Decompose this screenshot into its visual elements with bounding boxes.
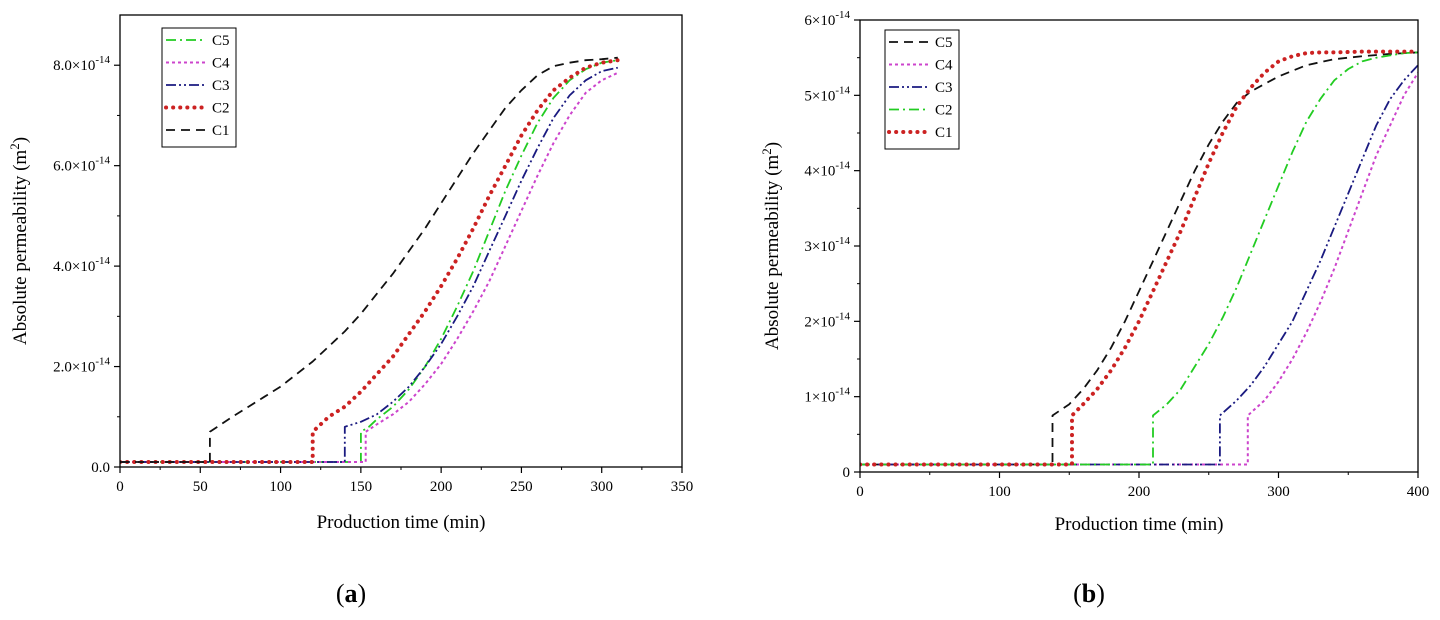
y-axis-title-text: ) [762,142,783,148]
legend: C5 C4 C3 C2 C1 [884,29,960,150]
legend-label-C4: C4 [935,58,953,74]
x-tick-label: 100 [269,479,292,495]
y-axis-title-superscript: 2 [759,148,774,155]
y-tick-label: 6×10-14 [804,9,850,29]
y-axis-title-text: ) [10,137,31,143]
x-tick-label: 350 [671,479,694,495]
panel-label-letter: a [345,579,358,608]
series-line-C5 [120,59,618,463]
x-tick-label: 200 [1128,484,1151,500]
series-line-C2 [860,51,1418,466]
y-tick-label: 8.0×10-14 [53,54,110,74]
y-tick-label: 3×10-14 [804,235,850,255]
y-tick-mantissa: 1×10 [804,390,835,406]
y-tick-mantissa: 4.0×10 [53,259,95,275]
y-tick-mantissa: 0 [843,465,851,481]
x-tick-label: 0 [116,479,124,495]
legend: C5 C4 C3 C2 C1 [161,27,237,148]
x-tick-label: 300 [590,479,613,495]
y-tick-mantissa: 2.0×10 [53,360,95,376]
y-tick-exponent: -14 [835,9,850,21]
panel-label: (b) [1073,579,1105,608]
panel-label-letter: b [1082,579,1096,608]
y-tick-mantissa: 5×10 [804,88,835,104]
legend-label-C3: C3 [212,78,230,94]
x-tick-label: 50 [193,479,208,495]
y-tick-label: 0 [843,465,851,481]
x-tick-label: 100 [988,484,1011,500]
y-tick-mantissa: 2×10 [804,314,835,330]
y-tick-exponent: -14 [835,310,850,322]
y-tick-label: 6.0×10-14 [53,155,110,175]
y-axis-title-superscript: 2 [7,143,22,150]
series-line-C3 [120,66,618,463]
y-axis-title: Absolute permeability (m2) [7,137,31,345]
series-group [120,56,620,464]
x-tick-label: 200 [430,479,453,495]
series-line-C3 [860,64,1418,466]
legend-label-C2: C2 [935,103,953,119]
y-tick-mantissa: 6×10 [804,13,835,29]
panel-label: (a) [336,579,366,608]
y-tick-mantissa: 6.0×10 [53,159,95,175]
x-axis-title: Production time (min) [317,512,486,533]
legend-label-C2: C2 [212,101,230,117]
x-tick-label: 0 [856,484,864,500]
series-line-C1 [860,49,1418,467]
y-tick-mantissa: 8.0×10 [53,58,95,74]
legend-box [161,27,237,148]
panel-label-paren: ) [358,579,367,608]
legend-label-C1: C1 [212,123,230,139]
chart-panel-a: 0 50 100 150 200 250 300 3500.02.0×10-144.0×10-… [7,14,694,608]
panel-label-paren: ( [336,579,345,608]
x-axis-title: Production time (min) [1055,514,1224,535]
panel-label-paren: ) [1096,579,1105,608]
x-tick-label: 150 [350,479,373,495]
y-tick-mantissa: 0.0 [91,460,110,476]
y-tick-label: 2×10-14 [804,310,850,330]
y-tick-mantissa: 3×10 [804,239,835,255]
legend-label-C4: C4 [212,56,230,72]
y-tick-mantissa: 4×10 [804,164,835,180]
x-tick-label: 400 [1407,484,1430,500]
y-tick-exponent: -14 [95,54,110,66]
y-axis-title: Absolute permeability (m2) [759,142,783,350]
x-tick-label: 300 [1267,484,1290,500]
y-tick-exponent: -14 [835,160,850,172]
chart-panel-b: 0 100 200 300 40001×10-142×10-143×10-144×10-… [759,9,1429,608]
series-group [860,49,1418,467]
series-line-C2 [120,58,620,464]
y-tick-exponent: -14 [835,84,850,96]
series-line-C1 [120,56,618,463]
y-tick-label: 2.0×10-14 [53,356,110,376]
legend-box [884,29,960,150]
series-line-C4 [120,71,619,463]
y-axis-title-text: Absolute permeability (m [762,155,783,350]
y-tick-label: 1×10-14 [804,386,850,406]
series-line-C4 [860,72,1418,466]
y-tick-label: 4.0×10-14 [53,255,110,275]
panel-label-paren: ( [1073,579,1082,608]
y-tick-exponent: -14 [95,255,110,267]
y-axis-title-text: Absolute permeability (m [10,150,31,345]
y-tick-exponent: -14 [95,155,110,167]
legend-label-C5: C5 [212,33,230,49]
x-tick-label: 250 [510,479,533,495]
y-tick-exponent: -14 [835,235,850,247]
legend-label-C5: C5 [935,35,953,51]
legend-label-C1: C1 [935,125,953,141]
y-tick-label: 5×10-14 [804,84,850,104]
y-tick-label: 0.0 [91,460,110,476]
y-tick-exponent: -14 [835,386,850,398]
y-tick-label: 4×10-14 [804,160,850,180]
y-tick-exponent: -14 [95,356,110,368]
series-line-C5 [860,51,1418,466]
legend-label-C3: C3 [935,80,953,96]
